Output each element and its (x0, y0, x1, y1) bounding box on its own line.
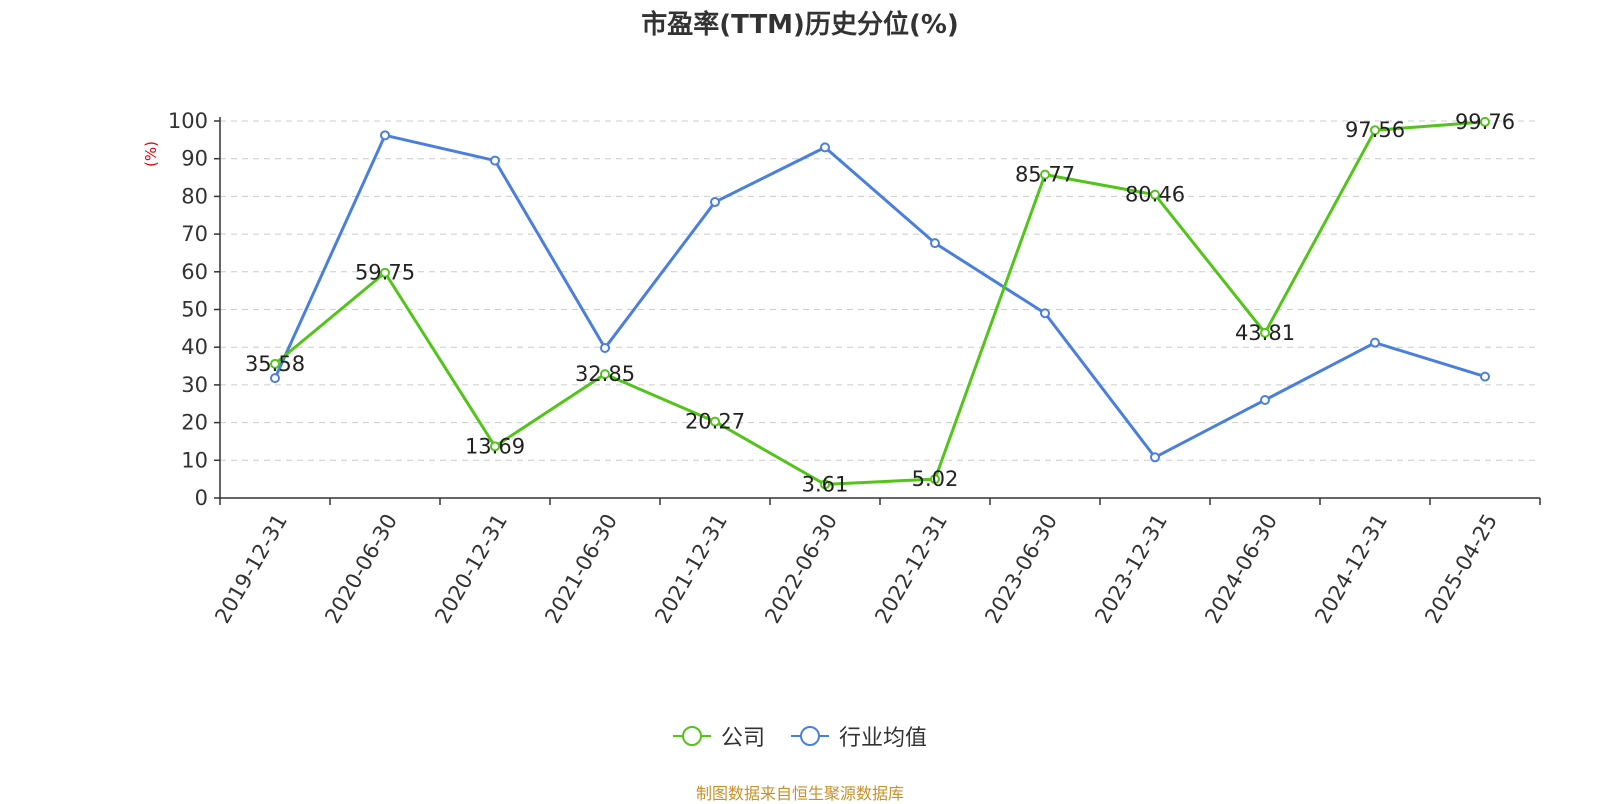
x-tick-label: 2020-12-31 (430, 510, 512, 628)
chart-title: 市盈率(TTM)历史分位(%) (641, 10, 959, 40)
data-point-1 (1260, 394, 1270, 405)
data-point-1 (1370, 337, 1380, 348)
data-label: 35.58 (245, 352, 305, 376)
series-line-1 (273, 133, 1486, 459)
data-label: 97.56 (1345, 118, 1405, 142)
y-tick-label: 10 (181, 448, 208, 472)
data-point-1 (710, 197, 720, 208)
data-point-0 (710, 416, 720, 427)
series-line-0 (274, 120, 1486, 486)
y-tick-label: 60 (181, 260, 208, 284)
data-point-0 (1040, 169, 1050, 180)
y-tick-label: 20 (181, 411, 208, 435)
data-label: 13.69 (465, 434, 525, 458)
legend-item-industry-average[interactable]: 行业均值 (791, 720, 927, 752)
data-point-1 (1040, 308, 1050, 319)
x-tick-label: 2023-12-31 (1090, 510, 1172, 628)
data-point-1 (600, 342, 610, 353)
x-tick-label: 2022-12-31 (870, 510, 952, 628)
y-tick-label: 90 (181, 147, 208, 171)
series-lines (270, 116, 1490, 490)
x-tick-label: 2024-06-30 (1200, 510, 1282, 628)
legend-item-company[interactable]: 公司 (672, 720, 765, 752)
x-tick-label: 2023-06-30 (980, 510, 1062, 628)
data-point-1 (1480, 371, 1490, 382)
data-label: 59.75 (355, 261, 415, 285)
data-point-0 (380, 267, 390, 278)
axes: 0 10 20 30 40 50 60 70 80 90 100 2019-12-31 2020-06-… (168, 109, 1541, 628)
x-tick-label: 2021-06-30 (540, 510, 622, 628)
y-tick-label: 50 (181, 298, 208, 322)
data-label: 80.46 (1125, 183, 1185, 207)
data-point-1 (380, 130, 390, 141)
data-label: 32.85 (575, 362, 635, 386)
data-label: 85.77 (1015, 163, 1075, 187)
legend-label-company: 公司 (720, 726, 765, 751)
y-tick-label: 100 (168, 109, 208, 133)
x-tick-label: 2024-12-31 (1310, 510, 1392, 628)
y-tick-label: 0 (195, 486, 208, 510)
y-tick-label: 30 (181, 373, 208, 397)
x-tick-label: 2019-12-31 (210, 510, 292, 628)
data-point-1 (490, 155, 500, 166)
data-point-0 (1150, 189, 1160, 200)
data-point-0 (1260, 327, 1270, 338)
x-tick-label: 2022-06-30 (760, 510, 842, 628)
legend-label-industry-average: 行业均值 (839, 726, 928, 751)
data-point-1 (1150, 452, 1160, 463)
data-point-1 (270, 373, 280, 384)
y-axis-label: (%) (142, 141, 160, 167)
data-labels: 35.58 59.75 13.69 32.85 20.27 3.61 5.02 85.77 80… (245, 110, 1515, 496)
data-label: 99.76 (1455, 110, 1515, 134)
data-point-0 (1480, 116, 1490, 127)
data-label: 43.81 (1235, 321, 1295, 345)
data-label: 20.27 (685, 410, 745, 434)
data-source-note: 制图数据来自恒生聚源数据库 (695, 784, 904, 803)
y-tick-label: 80 (181, 184, 208, 208)
data-point-0 (600, 369, 610, 380)
y-tick-label: 70 (181, 222, 208, 246)
data-point-0 (490, 441, 500, 452)
data-point-0 (270, 358, 280, 369)
x-tick-label: 2025-04-25 (1420, 510, 1502, 628)
data-point-0 (930, 474, 940, 485)
y-tick-label: 40 (181, 335, 208, 359)
grid-lines (220, 120, 1540, 461)
data-point-0 (1370, 125, 1380, 136)
data-point-1 (820, 142, 830, 153)
legend-marker-company-icon (672, 726, 711, 746)
line-chart: 0 10 20 30 40 50 60 70 80 90 100 2019-12-31 2020-06-… (142, 109, 1541, 628)
x-tick-label: 2021-12-31 (650, 510, 732, 628)
legend: 公司 行业均值 (0, 720, 1600, 752)
data-point-1 (930, 238, 940, 249)
legend-marker-industry-icon (791, 726, 829, 746)
data-label: 5.02 (912, 467, 959, 491)
data-label: 3.61 (802, 472, 849, 496)
x-tick-label: 2020-06-30 (320, 510, 402, 628)
data-point-0 (820, 479, 830, 490)
